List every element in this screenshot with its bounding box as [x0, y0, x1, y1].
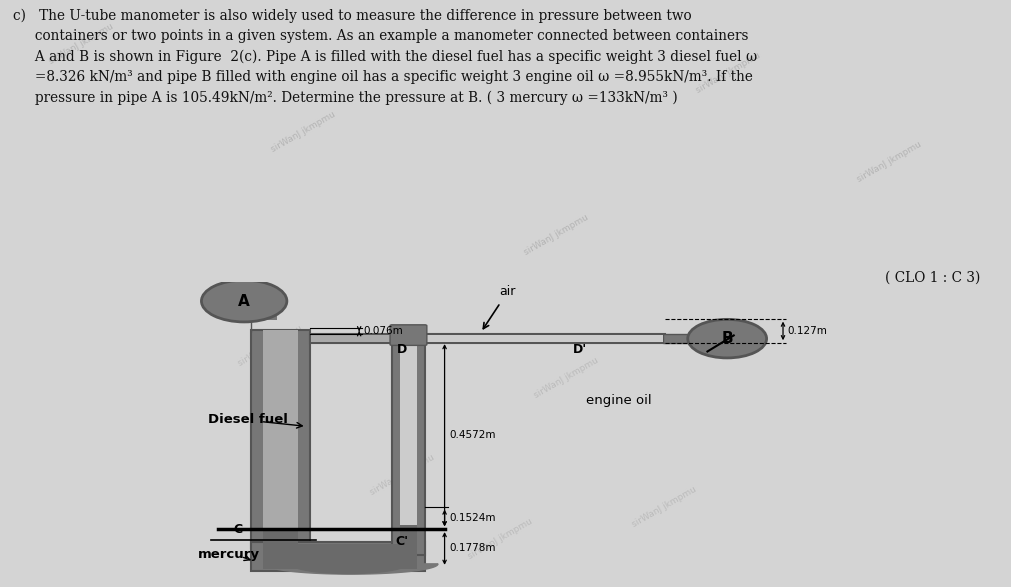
Bar: [400, 341, 417, 525]
Text: sirWanJ jkmpmu: sirWanJ jkmpmu: [467, 517, 534, 561]
Text: sirWanJ jkmpmu: sirWanJ jkmpmu: [523, 212, 589, 257]
Text: sirWanJ jkmpmu: sirWanJ jkmpmu: [368, 453, 436, 497]
Text: sirWanJ jkmpmu: sirWanJ jkmpmu: [48, 22, 114, 66]
Circle shape: [687, 319, 766, 358]
Text: c)   The U-tube manometer is also widely used to measure the difference in press: c) The U-tube manometer is also widely u…: [13, 9, 757, 104]
Text: 0.127m: 0.127m: [788, 326, 827, 336]
Text: C': C': [395, 535, 408, 548]
Bar: [263, 544, 417, 569]
Text: mercury: mercury: [198, 548, 260, 561]
Text: air: air: [498, 285, 516, 298]
Bar: [392, 335, 425, 555]
Text: D': D': [573, 343, 587, 356]
Bar: [311, 335, 390, 342]
Text: 0.1778m: 0.1778m: [449, 544, 495, 554]
Text: 0.076m: 0.076m: [364, 326, 403, 336]
Bar: [251, 307, 277, 321]
Text: 0.1524m: 0.1524m: [449, 513, 495, 523]
Text: C: C: [234, 522, 243, 536]
Text: 0.4572m: 0.4572m: [449, 430, 495, 440]
Text: Diesel fuel: Diesel fuel: [208, 413, 288, 426]
Text: sirWanJ jkmpmu: sirWanJ jkmpmu: [856, 139, 923, 184]
Bar: [400, 525, 417, 554]
Bar: [251, 542, 425, 571]
FancyBboxPatch shape: [390, 325, 427, 345]
Text: sirWanJ jkmpmu: sirWanJ jkmpmu: [270, 110, 337, 154]
Bar: [263, 330, 298, 547]
Text: B: B: [722, 331, 733, 346]
Text: sirWanJ jkmpmu: sirWanJ jkmpmu: [695, 51, 761, 96]
Text: sirWanJ jkmpmu: sirWanJ jkmpmu: [237, 324, 304, 368]
Text: sirWanJ jkmpmu: sirWanJ jkmpmu: [631, 484, 699, 529]
Bar: [310, 334, 665, 343]
Bar: [251, 330, 309, 548]
Text: sirWanJ jkmpmu: sirWanJ jkmpmu: [533, 356, 600, 400]
Text: ( CLO 1 : C 3): ( CLO 1 : C 3): [886, 271, 981, 285]
Bar: [427, 335, 663, 342]
Bar: [263, 528, 298, 547]
Text: A: A: [239, 294, 250, 309]
Polygon shape: [291, 564, 406, 573]
Polygon shape: [264, 564, 438, 574]
Text: D: D: [397, 343, 407, 356]
Circle shape: [201, 280, 287, 322]
Text: engine oil: engine oil: [586, 394, 651, 407]
Bar: [663, 334, 690, 343]
